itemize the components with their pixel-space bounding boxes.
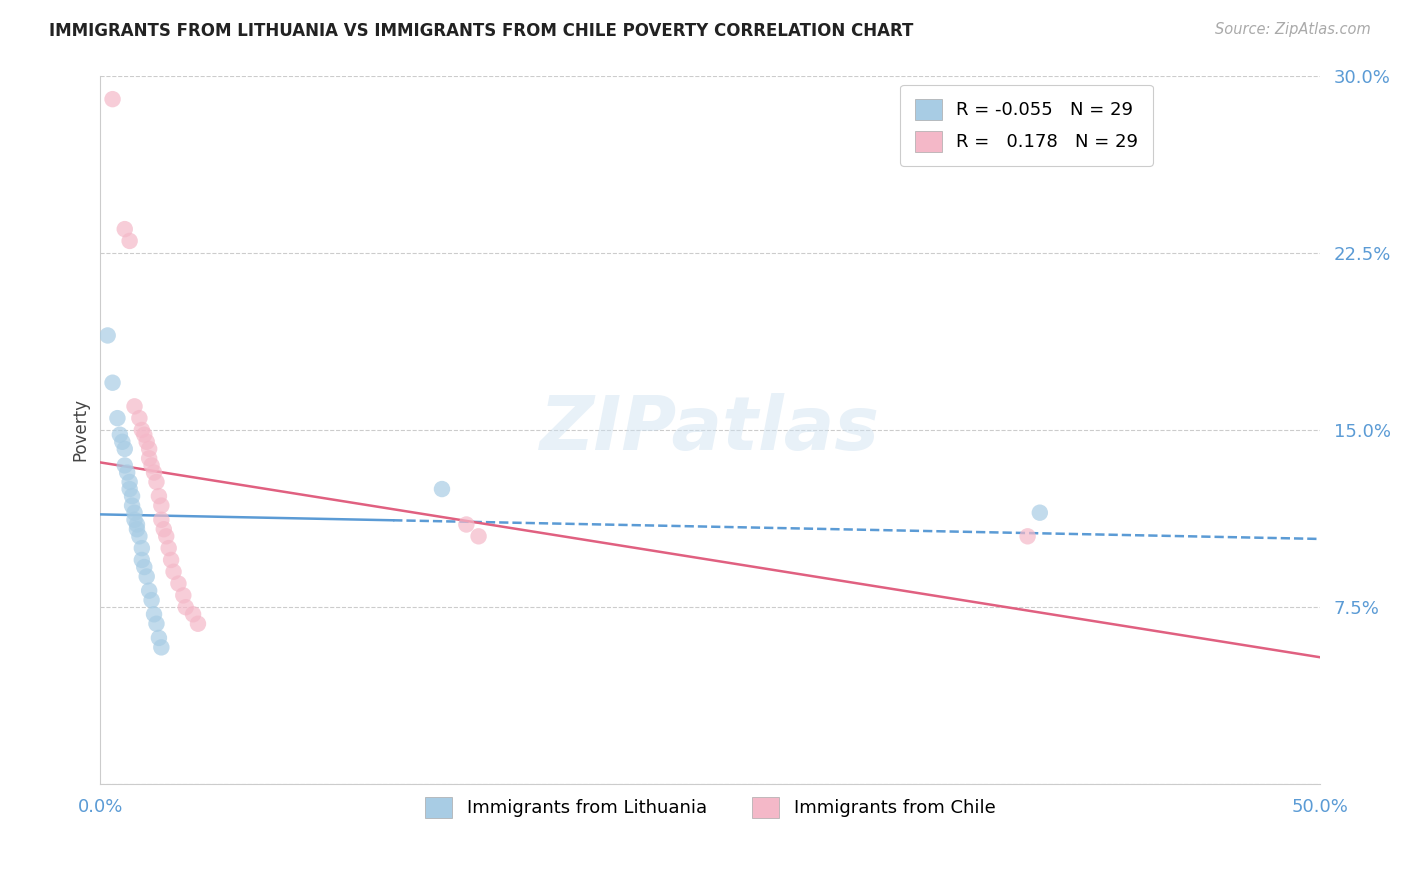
Point bbox=[125, 522, 148, 536]
Point bbox=[160, 553, 183, 567]
Point bbox=[118, 475, 141, 489]
Point bbox=[467, 529, 489, 543]
Point bbox=[97, 328, 120, 343]
Point bbox=[114, 442, 136, 456]
Point bbox=[141, 458, 163, 473]
Point bbox=[152, 522, 174, 536]
Point bbox=[1017, 529, 1039, 543]
Point bbox=[108, 427, 131, 442]
Point bbox=[157, 541, 180, 555]
Y-axis label: Poverty: Poverty bbox=[72, 399, 89, 461]
Point bbox=[148, 631, 170, 645]
Text: Source: ZipAtlas.com: Source: ZipAtlas.com bbox=[1215, 22, 1371, 37]
Point bbox=[124, 513, 146, 527]
Point bbox=[131, 541, 153, 555]
Point bbox=[167, 576, 190, 591]
Point bbox=[172, 588, 194, 602]
Point bbox=[107, 411, 129, 425]
Point bbox=[128, 411, 150, 425]
Point bbox=[125, 517, 148, 532]
Point bbox=[114, 222, 136, 236]
Point bbox=[456, 517, 478, 532]
Point bbox=[138, 583, 160, 598]
Point bbox=[141, 593, 163, 607]
Point bbox=[135, 434, 157, 449]
Legend: Immigrants from Lithuania, Immigrants from Chile: Immigrants from Lithuania, Immigrants fr… bbox=[418, 789, 1002, 825]
Point bbox=[1029, 506, 1052, 520]
Text: IMMIGRANTS FROM LITHUANIA VS IMMIGRANTS FROM CHILE POVERTY CORRELATION CHART: IMMIGRANTS FROM LITHUANIA VS IMMIGRANTS … bbox=[49, 22, 914, 40]
Point bbox=[128, 529, 150, 543]
Point bbox=[143, 466, 166, 480]
Point bbox=[134, 560, 156, 574]
Point bbox=[121, 489, 143, 503]
Point bbox=[114, 458, 136, 473]
Point bbox=[430, 482, 453, 496]
Point bbox=[174, 600, 197, 615]
Point bbox=[150, 640, 173, 655]
Point bbox=[148, 489, 170, 503]
Point bbox=[118, 482, 141, 496]
Point bbox=[143, 607, 166, 622]
Point bbox=[187, 616, 209, 631]
Point bbox=[145, 616, 167, 631]
Point bbox=[101, 92, 124, 106]
Point bbox=[155, 529, 177, 543]
Point bbox=[111, 434, 134, 449]
Point bbox=[124, 506, 146, 520]
Point bbox=[121, 499, 143, 513]
Point bbox=[134, 427, 156, 442]
Text: ZIPatlas: ZIPatlas bbox=[540, 393, 880, 467]
Point bbox=[150, 513, 173, 527]
Point bbox=[138, 451, 160, 466]
Point bbox=[131, 553, 153, 567]
Point bbox=[150, 499, 173, 513]
Point bbox=[115, 466, 138, 480]
Point bbox=[145, 475, 167, 489]
Point bbox=[124, 400, 146, 414]
Point bbox=[135, 569, 157, 583]
Point bbox=[101, 376, 124, 390]
Point bbox=[131, 423, 153, 437]
Point bbox=[118, 234, 141, 248]
Point bbox=[162, 565, 184, 579]
Point bbox=[138, 442, 160, 456]
Point bbox=[181, 607, 204, 622]
